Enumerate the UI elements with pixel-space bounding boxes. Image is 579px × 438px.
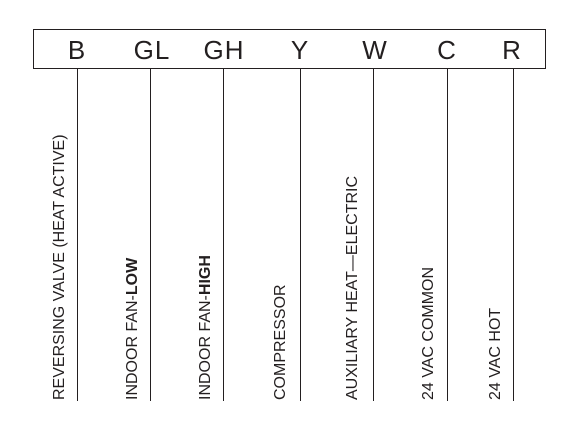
function-text-c: 24 VAC COMMON <box>420 266 437 400</box>
function-text-gl: INDOOR FAN- <box>124 295 141 400</box>
function-text-y: COMPRESSOR <box>272 284 289 400</box>
function-label-b: REVERSING VALVE (HEAT ACTIVE) <box>51 134 69 400</box>
function-bold-gl: LOW <box>124 257 141 296</box>
wire-line-r <box>513 68 514 401</box>
function-label-y: COMPRESSOR <box>272 284 290 400</box>
function-label-gl: INDOOR FAN-LOW <box>124 258 142 400</box>
terminal-y: Y <box>290 35 310 65</box>
function-label-r: 24 VAC HOT <box>487 308 505 400</box>
function-text-r: 24 VAC HOT <box>487 307 504 400</box>
wire-line-c <box>447 68 448 401</box>
terminal-r: R <box>502 35 522 65</box>
wire-line-gl <box>150 68 151 401</box>
terminal-header-box: B GL GH Y W C R <box>33 29 546 69</box>
function-text-b: REVERSING VALVE (HEAT ACTIVE) <box>51 134 68 400</box>
function-label-c: 24 VAC COMMON <box>420 267 438 400</box>
function-text-w: AUXILIARY HEAT—ELECTRIC <box>344 175 361 400</box>
function-text-gh: INDOOR FAN- <box>197 295 214 400</box>
wire-line-b <box>77 68 78 401</box>
function-label-w: AUXILIARY HEAT—ELECTRIC <box>344 176 362 400</box>
wire-line-y <box>300 68 301 401</box>
function-label-gh: INDOOR FAN-HIGH <box>197 255 215 400</box>
terminal-gh: GH <box>203 35 245 65</box>
terminal-b: B <box>67 35 87 65</box>
terminal-w: W <box>362 35 388 65</box>
wire-line-w <box>373 68 374 401</box>
function-bold-gh: HIGH <box>197 255 214 296</box>
terminal-c: C <box>437 35 457 65</box>
wire-line-gh <box>223 68 224 401</box>
terminal-gl: GL <box>133 35 171 65</box>
